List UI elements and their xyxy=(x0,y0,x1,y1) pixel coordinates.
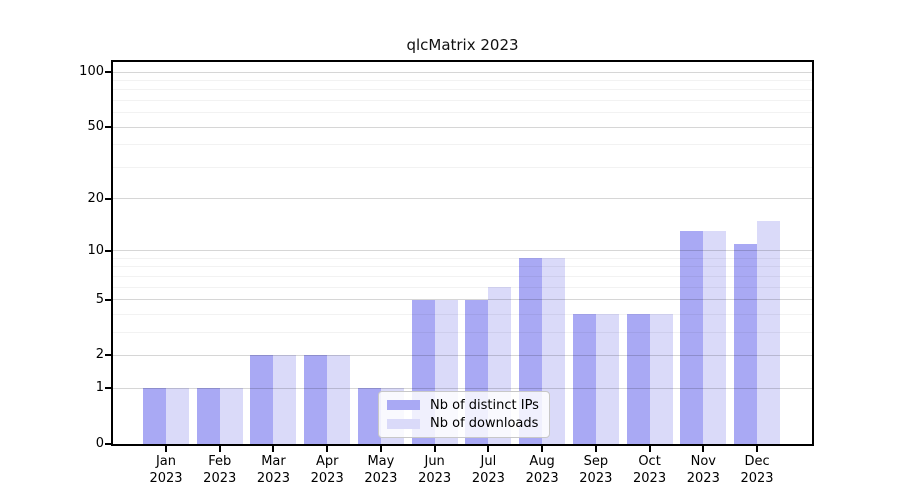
x-tick xyxy=(433,446,436,452)
x-tick xyxy=(379,446,382,452)
x-tick-label: Sep 2023 xyxy=(579,454,613,486)
x-tick xyxy=(165,446,167,452)
minor-gridline xyxy=(113,166,812,168)
x-tick xyxy=(756,446,759,452)
bar-distinct-ips-feb-2023 xyxy=(196,388,220,444)
y-tick xyxy=(105,249,111,252)
major-gridline xyxy=(113,126,812,128)
x-tick-label: Oct 2023 xyxy=(633,454,667,486)
x-tick xyxy=(218,446,221,452)
x-tick xyxy=(326,446,329,452)
y-tick xyxy=(105,71,111,74)
x-tick-label: Aug 2023 xyxy=(525,454,559,486)
bar-distinct-ips-nov-2023 xyxy=(680,231,704,444)
bar-distinct-ips-dec-2023 xyxy=(734,243,758,444)
bar-downloads-jan-2023 xyxy=(166,388,189,444)
y-tick xyxy=(105,354,111,357)
x-tick-label: Jun 2023 xyxy=(418,454,452,486)
y-tick-label: 50 xyxy=(87,119,104,135)
y-tick-label: 10 xyxy=(87,242,104,258)
bar-downloads-dec-2023 xyxy=(757,220,781,444)
minor-gridline xyxy=(113,80,812,81)
x-tick-label: Jan 2023 xyxy=(149,454,183,486)
x-tick xyxy=(541,446,544,452)
minor-gridline xyxy=(113,144,812,146)
major-gridline xyxy=(113,354,812,356)
y-tick-label: 2 xyxy=(95,347,104,363)
legend-entry-downloads: Nb of downloads xyxy=(387,416,541,431)
x-tick xyxy=(702,446,705,452)
bar-distinct-ips-mar-2023 xyxy=(250,355,274,444)
minor-gridline xyxy=(113,257,812,259)
legend-swatch-distinct-ips xyxy=(387,400,420,411)
x-tick-label: Feb 2023 xyxy=(203,454,237,486)
minor-gridline xyxy=(113,275,812,277)
bar-distinct-ips-apr-2023 xyxy=(304,355,328,444)
chart-title: qlcMatrix 2023 xyxy=(406,36,519,54)
x-tick xyxy=(648,446,651,452)
y-tick-label: 1 xyxy=(95,380,104,396)
y-tick xyxy=(105,197,111,200)
minor-gridline xyxy=(113,100,812,101)
legend-label-distinct-ips: Nb of distinct IPs xyxy=(430,397,539,413)
x-tick-label: May 2023 xyxy=(364,454,398,486)
x-tick-label: Jul 2023 xyxy=(471,454,505,486)
bar-downloads-sep-2023 xyxy=(595,314,619,444)
y-tick xyxy=(105,443,111,445)
minor-gridline xyxy=(113,331,812,333)
x-tick xyxy=(487,446,490,452)
y-tick-label: 20 xyxy=(87,190,104,206)
y-tick-label: 5 xyxy=(95,291,104,307)
bar-distinct-ips-oct-2023 xyxy=(626,314,650,444)
major-gridline xyxy=(113,250,812,252)
major-gridline xyxy=(113,71,812,73)
y-tick-label: 0 xyxy=(95,436,104,451)
x-tick xyxy=(594,446,597,452)
bar-distinct-ips-may-2023 xyxy=(357,388,381,444)
bar-distinct-ips-sep-2023 xyxy=(572,314,596,444)
bar-downloads-oct-2023 xyxy=(649,314,673,444)
bar-distinct-ips-jan-2023 xyxy=(143,388,166,444)
minor-gridline xyxy=(113,286,812,288)
y-tick xyxy=(105,126,111,129)
legend-entry-distinct-ips: Nb of distinct IPs xyxy=(387,398,541,413)
x-tick-label: Nov 2023 xyxy=(686,454,720,486)
y-tick xyxy=(105,298,111,301)
y-tick xyxy=(105,387,111,390)
x-tick-label: Dec 2023 xyxy=(740,454,774,486)
minor-gridline xyxy=(113,112,812,114)
x-tick-label: Mar 2023 xyxy=(256,454,290,486)
major-gridline xyxy=(113,299,812,301)
x-tick-label: Apr 2023 xyxy=(310,454,344,486)
minor-gridline xyxy=(113,89,812,91)
bar-downloads-apr-2023 xyxy=(327,355,351,444)
y-tick-label: 100 xyxy=(79,64,104,80)
legend-label-downloads: Nb of downloads xyxy=(430,416,539,432)
bar-downloads-mar-2023 xyxy=(273,355,297,444)
bar-downloads-feb-2023 xyxy=(219,388,243,444)
major-gridline xyxy=(113,387,812,389)
legend-swatch-downloads xyxy=(387,418,420,429)
plot-area xyxy=(111,60,814,446)
minor-gridline xyxy=(113,313,812,315)
major-gridline xyxy=(113,198,812,200)
bar-downloads-nov-2023 xyxy=(703,231,727,444)
legend: Nb of distinct IPs Nb of downloads xyxy=(378,391,550,438)
minor-gridline xyxy=(113,266,812,268)
x-tick xyxy=(272,446,275,452)
